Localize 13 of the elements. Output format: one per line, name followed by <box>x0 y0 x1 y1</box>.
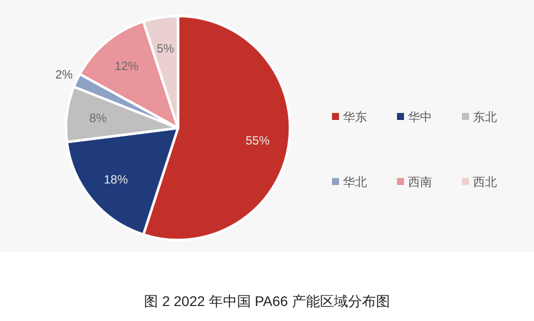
data-label: 8% <box>89 110 107 125</box>
legend-label: 西南 <box>408 175 432 189</box>
legend-label: 华东 <box>343 110 367 124</box>
legend-label: 华北 <box>343 175 367 189</box>
data-label: 12% <box>114 58 139 73</box>
legend-label: 东北 <box>473 110 497 124</box>
data-label: 55% <box>246 134 270 148</box>
data-label: 18% <box>104 172 128 186</box>
legend-label: 华中 <box>408 110 432 124</box>
legend-label: 西北 <box>473 175 497 189</box>
data-label: 5% <box>156 41 174 56</box>
data-label: 2% <box>55 67 73 82</box>
text: 图 2 2022 年中国 PA66 产能区域分布图 <box>144 293 390 309</box>
